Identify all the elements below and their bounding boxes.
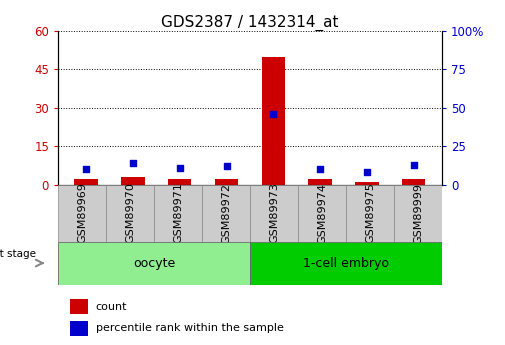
- Text: GSM89974: GSM89974: [317, 183, 327, 244]
- Text: GSM89971: GSM89971: [173, 183, 183, 244]
- Bar: [298, 185, 346, 242]
- Bar: [356, 182, 379, 185]
- Point: [410, 162, 418, 167]
- Text: oocyte: oocyte: [133, 257, 175, 269]
- Point: [269, 111, 277, 117]
- Text: GSM89969: GSM89969: [77, 183, 87, 244]
- Text: GSM89970: GSM89970: [125, 183, 135, 244]
- Bar: [402, 179, 426, 185]
- Bar: [262, 57, 285, 185]
- Text: GSM89973: GSM89973: [269, 183, 279, 244]
- Bar: [250, 241, 442, 285]
- Bar: [58, 241, 250, 285]
- Point: [129, 160, 137, 166]
- Text: count: count: [95, 302, 127, 312]
- Bar: [215, 179, 238, 185]
- Point: [316, 166, 324, 172]
- Point: [363, 169, 371, 175]
- Text: GSM89999: GSM89999: [413, 183, 423, 244]
- Text: percentile rank within the sample: percentile rank within the sample: [95, 323, 284, 333]
- Bar: [58, 185, 106, 242]
- Bar: [154, 185, 202, 242]
- Bar: [346, 185, 394, 242]
- Point: [82, 166, 90, 172]
- Bar: [202, 185, 250, 242]
- Bar: [74, 179, 98, 185]
- Title: GDS2387 / 1432314_at: GDS2387 / 1432314_at: [161, 15, 339, 31]
- Bar: [168, 179, 191, 185]
- Text: GSM89972: GSM89972: [221, 183, 231, 244]
- Bar: [70, 299, 88, 314]
- Text: 1-cell embryo: 1-cell embryo: [303, 257, 389, 269]
- Bar: [70, 321, 88, 336]
- Bar: [121, 177, 144, 185]
- Text: development stage: development stage: [0, 249, 36, 258]
- Point: [176, 165, 184, 170]
- Bar: [309, 179, 332, 185]
- Bar: [106, 185, 154, 242]
- Bar: [394, 185, 442, 242]
- Bar: [250, 185, 298, 242]
- Point: [223, 164, 231, 169]
- Text: GSM89975: GSM89975: [365, 183, 375, 244]
